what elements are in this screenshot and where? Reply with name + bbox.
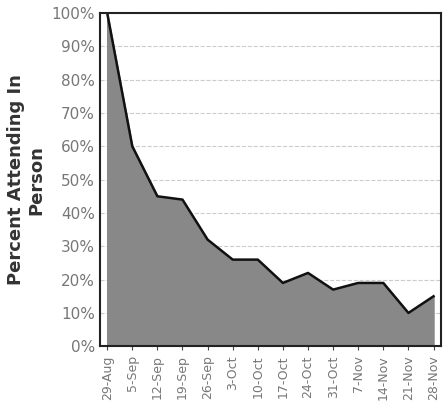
Y-axis label: Percent Attending In
Person: Percent Attending In Person [7,74,46,285]
